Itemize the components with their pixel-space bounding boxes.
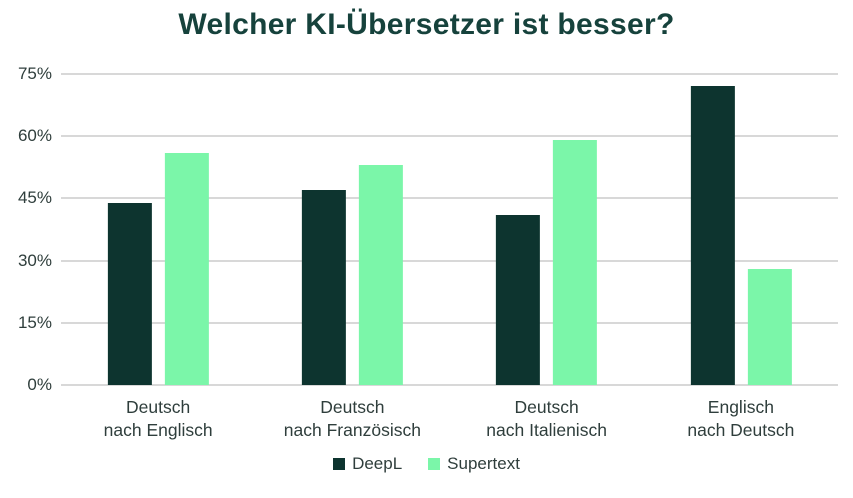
legend-swatch-icon xyxy=(333,458,346,470)
bar-deepl xyxy=(690,86,735,385)
y-tick-label: 75% xyxy=(17,64,52,83)
bar-deepl xyxy=(107,202,152,385)
bar-group xyxy=(450,74,644,385)
x-category-label: Deutsch nach Englisch xyxy=(103,397,213,440)
legend-item-supertext: Supertext xyxy=(428,454,520,474)
legend: DeepL Supertext xyxy=(0,454,853,474)
plot-area xyxy=(61,73,838,386)
y-tick-label: 45% xyxy=(17,188,52,208)
gridline-15% xyxy=(61,321,838,324)
bar-deepl xyxy=(496,215,541,385)
bar-supertext xyxy=(553,140,598,385)
y-tick-label: 0% xyxy=(27,375,52,394)
legend-item-deepl: DeepL xyxy=(333,454,402,474)
x-category-label: Deutsch nach Italienisch xyxy=(486,397,607,440)
gridline-0% xyxy=(61,384,838,386)
legend-label: DeepL xyxy=(352,454,403,473)
y-tick-label: 30% xyxy=(17,250,52,270)
chart-title: Welcher KI-Übersetzer ist besser? xyxy=(178,8,675,41)
bar-group xyxy=(644,74,838,385)
y-tick-label: 15% xyxy=(17,312,52,332)
bar-deepl xyxy=(301,190,346,385)
bar-group xyxy=(255,74,449,385)
bar-supertext xyxy=(164,152,209,385)
legend-label: Supertext xyxy=(447,454,520,473)
bar-group xyxy=(61,74,255,385)
bar-supertext xyxy=(747,268,792,385)
bar-supertext xyxy=(358,165,403,385)
gridline-60% xyxy=(61,135,838,138)
gridline-75% xyxy=(61,73,838,75)
gridline-30% xyxy=(61,259,838,262)
y-tick-label: 60% xyxy=(17,126,52,146)
gridline-45% xyxy=(61,197,838,200)
x-category-label: Deutsch nach Französisch xyxy=(283,397,421,440)
x-category-label: Englisch nach Deutsch xyxy=(687,397,795,440)
legend-swatch-icon xyxy=(428,458,441,470)
